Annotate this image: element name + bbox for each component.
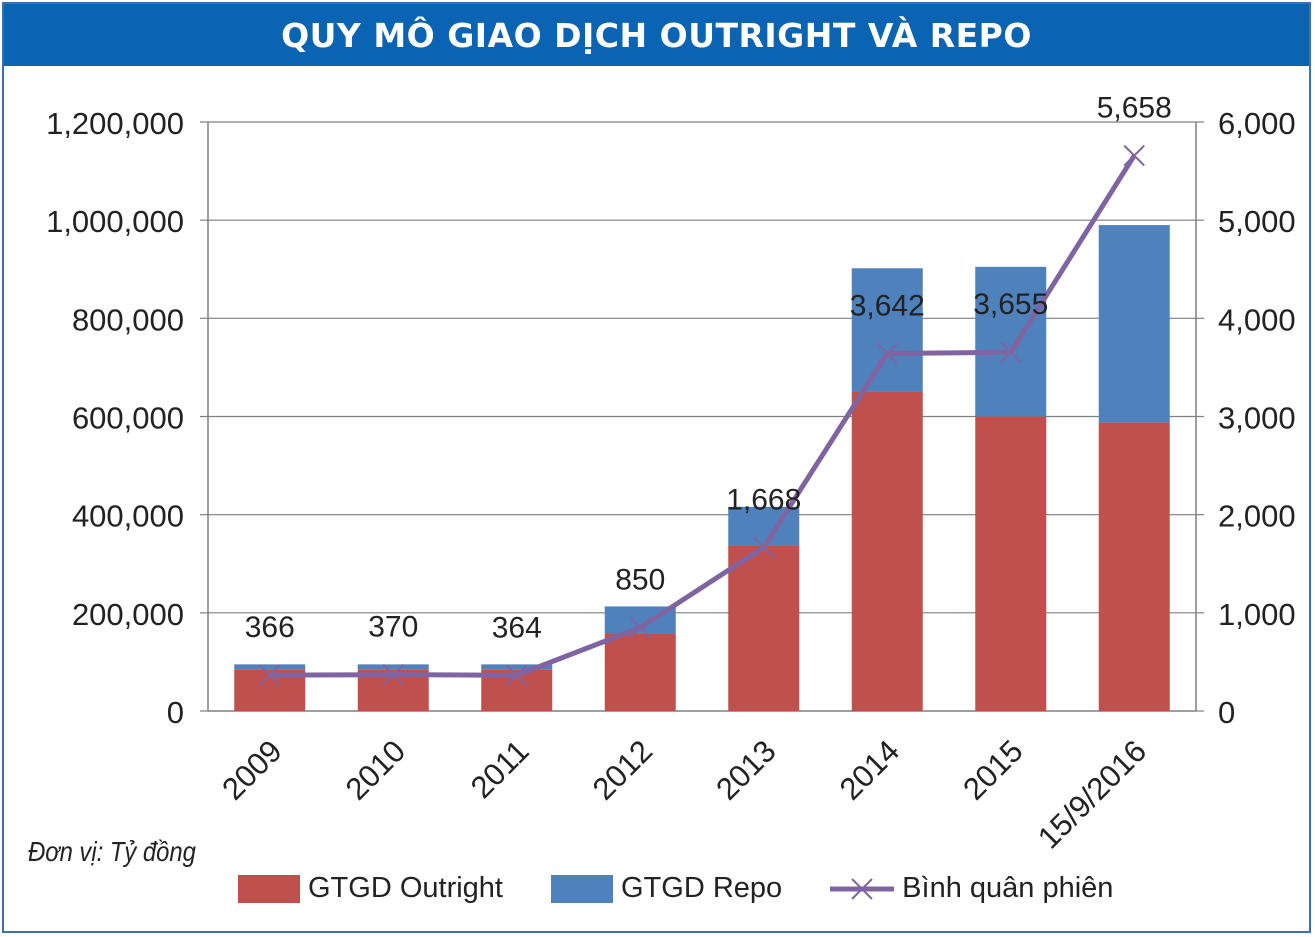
average-point-marker (259, 664, 281, 686)
average-point-marker (382, 663, 404, 686)
legend-item-average: Bình quân phiên (830, 872, 1113, 905)
marker-stroke (753, 536, 775, 558)
x-axis-tick-label: 2009 (215, 733, 289, 807)
marker-stroke (1123, 144, 1145, 167)
legend-label-average: Bình quân phiên (902, 872, 1114, 904)
marker-stroke (259, 664, 281, 686)
x-axis-tick-label: 15/9/2016 (1031, 733, 1153, 855)
left-axis-tick-label: 1,000,000 (46, 204, 184, 239)
average-point-marker (753, 536, 775, 558)
right-axis-tick-label: 6,000 (1218, 106, 1296, 141)
average-data-label: 850 (615, 564, 665, 597)
average-point-marker (876, 342, 898, 365)
bar-repo (851, 268, 923, 392)
bar-outright (1098, 422, 1170, 711)
legend-item-repo: GTGD Repo (551, 872, 782, 905)
chart-title: QUY MÔ GIAO DỊCH OUTRIGHT VÀ REPO (4, 4, 1309, 66)
average-data-label: 366 (245, 611, 295, 644)
left-axis-tick-label: 800,000 (72, 302, 184, 337)
bar-outright (975, 416, 1047, 711)
legend-label-outright: GTGD Outright (308, 872, 503, 904)
left-axis-tick-label: 600,000 (72, 401, 184, 436)
x-axis-tick-label: 2013 (709, 733, 783, 807)
right-axis-tick-label: 4,000 (1218, 302, 1296, 337)
marker-stroke (1000, 341, 1022, 363)
average-point-marker (1000, 341, 1022, 363)
average-data-label: 1,668 (726, 483, 801, 516)
bar-repo (975, 266, 1047, 417)
average-point-marker (506, 664, 528, 686)
right-axis-tick-label: 2,000 (1218, 499, 1296, 534)
legend-swatch-repo (551, 874, 613, 903)
legend-swatch-outright (238, 874, 300, 903)
bar-repo (1098, 225, 1170, 423)
x-axis-tick-label: 2011 (464, 733, 536, 805)
bar-outright (604, 633, 676, 711)
marker-stroke (629, 616, 651, 639)
marker-stroke (876, 342, 898, 365)
marker-stroke (382, 663, 404, 686)
average-line (269, 154, 1137, 678)
average-data-label: 364 (492, 611, 542, 644)
bar-repo (481, 664, 553, 670)
average-data-label: 370 (368, 611, 418, 644)
x-axis-tick-label: 2014 (833, 733, 907, 807)
legend-marker-stroke (851, 877, 873, 900)
bar-outright (728, 545, 800, 711)
right-axis-tick-label: 3,000 (1218, 401, 1296, 436)
bar-repo (357, 664, 429, 670)
unit-note: Đơn vị: Tỷ đồng (28, 836, 196, 867)
right-axis-tick-label: 1,000 (1218, 597, 1296, 632)
left-axis-tick-label: 400,000 (72, 499, 184, 534)
bar-repo (234, 664, 306, 670)
left-axis-tick-label: 0 (167, 695, 184, 730)
left-axis-tick-label: 200,000 (72, 597, 184, 632)
average-point-marker (629, 616, 651, 639)
average-point-marker (1123, 144, 1145, 167)
bar-outright (851, 391, 923, 711)
average-data-label: 3,655 (973, 288, 1048, 321)
x-axis-tick-label: 2015 (956, 733, 1030, 807)
legend-swatch-average (830, 877, 895, 900)
right-axis-tick-label: 0 (1218, 695, 1235, 730)
x-axis-tick-label: 2010 (339, 733, 413, 807)
marker-stroke (506, 664, 528, 686)
legend-label-repo: GTGD Repo (621, 872, 783, 904)
right-axis-tick-label: 5,000 (1218, 204, 1296, 239)
average-data-label: 3,642 (850, 289, 925, 322)
legend-item-outright: GTGD Outright (238, 872, 503, 905)
average-data-label: 5,658 (1097, 92, 1172, 125)
x-axis-tick-label: 2012 (586, 733, 660, 807)
left-axis-tick-label: 1,200,000 (46, 106, 184, 141)
legend: GTGD Outright GTGD Repo Bình quân phiên (238, 872, 1161, 905)
